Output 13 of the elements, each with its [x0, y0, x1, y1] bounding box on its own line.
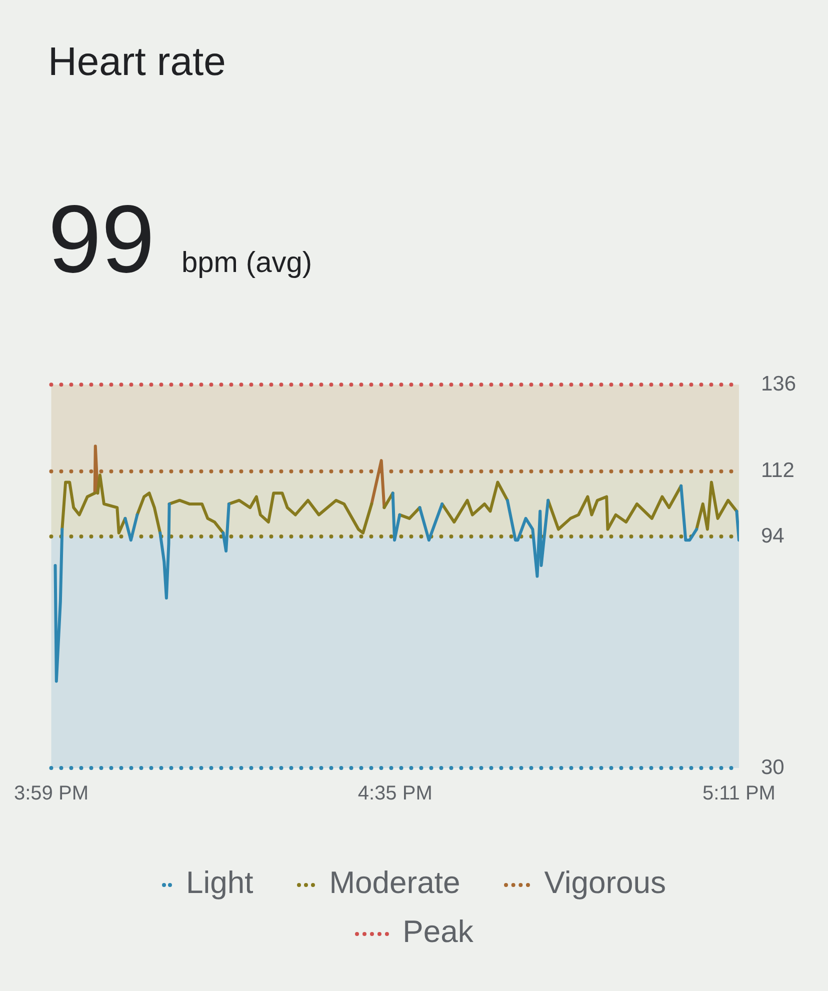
x-tick-label: 3:59 PM: [14, 782, 88, 805]
x-tick-label: 5:11 PM: [702, 782, 776, 805]
legend-label: Light: [186, 865, 254, 900]
y-tick-label: 94: [760, 524, 785, 548]
x-tick-label: 4:35 PM: [358, 782, 432, 805]
y-tick-label: 112: [760, 459, 794, 482]
y-tick-label: 136: [760, 372, 796, 396]
legend-label: Peak: [402, 914, 474, 949]
chart-subtitle: 99 bpm (avg): [48, 186, 312, 293]
y-tick-label: 30: [760, 756, 784, 779]
legend-label: Vigorous: [544, 865, 666, 900]
chart-title: Heart rate: [48, 40, 226, 85]
legend-label: Moderate: [329, 865, 460, 900]
